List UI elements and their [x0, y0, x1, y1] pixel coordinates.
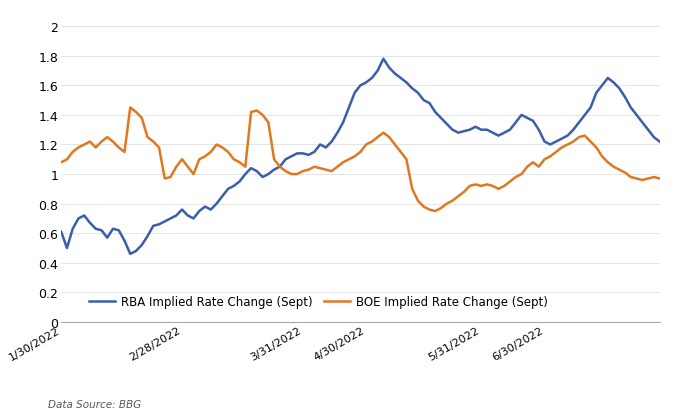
- BOE Implied Rate Change (Sept): [57, 160, 65, 165]
- BOE Implied Rate Change (Sept): [656, 177, 664, 182]
- RBA Implied Rate Change (Sept): [656, 140, 664, 145]
- BOE Implied Rate Change (Sept): [322, 168, 330, 173]
- BOE Implied Rate Change (Sept): [431, 209, 439, 214]
- BOE Implied Rate Change (Sept): [293, 172, 301, 177]
- RBA Implied Rate Change (Sept): [500, 131, 509, 136]
- Line: RBA Implied Rate Change (Sept): RBA Implied Rate Change (Sept): [61, 59, 660, 254]
- BOE Implied Rate Change (Sept): [143, 135, 152, 140]
- RBA Implied Rate Change (Sept): [506, 128, 514, 133]
- BOE Implied Rate Change (Sept): [126, 106, 135, 111]
- RBA Implied Rate Change (Sept): [143, 234, 152, 239]
- RBA Implied Rate Change (Sept): [63, 246, 71, 251]
- RBA Implied Rate Change (Sept): [57, 230, 65, 235]
- RBA Implied Rate Change (Sept): [379, 57, 388, 62]
- Text: Data Source: BBG: Data Source: BBG: [48, 399, 141, 409]
- RBA Implied Rate Change (Sept): [126, 252, 135, 257]
- Legend: RBA Implied Rate Change (Sept), BOE Implied Rate Change (Sept): RBA Implied Rate Change (Sept), BOE Impl…: [84, 291, 553, 313]
- Line: BOE Implied Rate Change (Sept): BOE Implied Rate Change (Sept): [61, 108, 660, 211]
- BOE Implied Rate Change (Sept): [63, 157, 71, 162]
- RBA Implied Rate Change (Sept): [322, 146, 330, 151]
- BOE Implied Rate Change (Sept): [506, 180, 514, 185]
- BOE Implied Rate Change (Sept): [500, 184, 509, 189]
- RBA Implied Rate Change (Sept): [293, 152, 301, 157]
